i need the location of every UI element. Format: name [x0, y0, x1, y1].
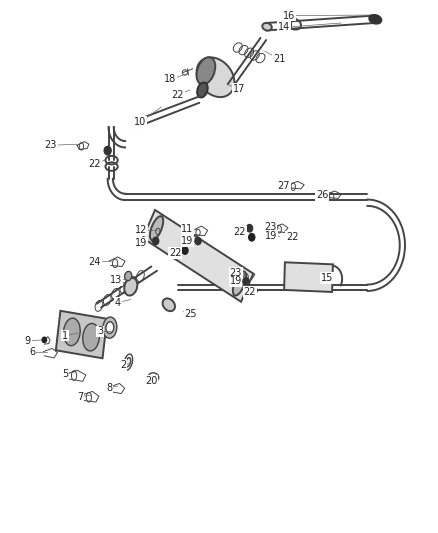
Ellipse shape	[285, 20, 291, 30]
Text: 15: 15	[321, 273, 333, 283]
Circle shape	[247, 224, 253, 232]
Text: 22: 22	[286, 232, 299, 243]
Circle shape	[251, 287, 257, 294]
Circle shape	[249, 233, 255, 241]
Ellipse shape	[369, 15, 381, 23]
Text: 22: 22	[171, 90, 184, 100]
Text: 10: 10	[134, 117, 147, 127]
Circle shape	[104, 147, 111, 155]
Circle shape	[152, 237, 159, 245]
Text: 17: 17	[233, 84, 245, 94]
Text: 2: 2	[120, 360, 126, 370]
Ellipse shape	[103, 317, 117, 338]
Circle shape	[243, 278, 249, 285]
Ellipse shape	[233, 271, 246, 296]
Text: 21: 21	[273, 54, 286, 64]
Text: 8: 8	[106, 383, 112, 393]
Polygon shape	[284, 262, 333, 292]
Text: 23: 23	[45, 140, 57, 150]
Circle shape	[182, 247, 188, 254]
Text: 19: 19	[135, 238, 148, 247]
Text: 23: 23	[264, 222, 277, 232]
Polygon shape	[56, 311, 107, 358]
Ellipse shape	[197, 58, 234, 97]
Ellipse shape	[124, 278, 138, 296]
Text: 20: 20	[145, 376, 158, 386]
Ellipse shape	[64, 318, 80, 345]
Text: 14: 14	[278, 22, 290, 33]
Text: 18: 18	[164, 75, 176, 84]
Circle shape	[195, 237, 201, 245]
Ellipse shape	[150, 216, 163, 240]
Ellipse shape	[106, 322, 114, 334]
Text: 4: 4	[115, 297, 121, 308]
Circle shape	[291, 232, 297, 239]
Text: 19: 19	[181, 236, 194, 246]
Ellipse shape	[197, 83, 208, 98]
Text: 19: 19	[230, 277, 242, 286]
Text: 22: 22	[88, 159, 101, 169]
Text: 13: 13	[110, 275, 123, 285]
Text: 16: 16	[283, 11, 295, 21]
Text: 6: 6	[29, 346, 35, 357]
Ellipse shape	[197, 57, 215, 85]
Text: 12: 12	[135, 225, 148, 236]
Circle shape	[42, 337, 46, 343]
Text: 11: 11	[181, 224, 194, 235]
Text: 25: 25	[184, 309, 197, 319]
Text: 27: 27	[277, 181, 290, 191]
Text: 23: 23	[230, 268, 242, 278]
Text: 19: 19	[265, 231, 278, 241]
Text: 22: 22	[234, 227, 246, 237]
Text: 9: 9	[25, 336, 31, 346]
Text: 24: 24	[88, 257, 101, 267]
Text: 22: 22	[169, 248, 182, 258]
Text: 22: 22	[244, 287, 256, 297]
Ellipse shape	[124, 271, 132, 281]
Text: 26: 26	[316, 190, 328, 200]
Text: 1: 1	[62, 330, 68, 341]
Ellipse shape	[262, 23, 272, 30]
Text: 7: 7	[77, 392, 83, 402]
Ellipse shape	[83, 324, 99, 351]
Text: 3: 3	[97, 326, 103, 336]
Ellipse shape	[162, 298, 175, 311]
Polygon shape	[143, 210, 253, 302]
Text: 5: 5	[62, 369, 68, 379]
Ellipse shape	[126, 358, 131, 367]
